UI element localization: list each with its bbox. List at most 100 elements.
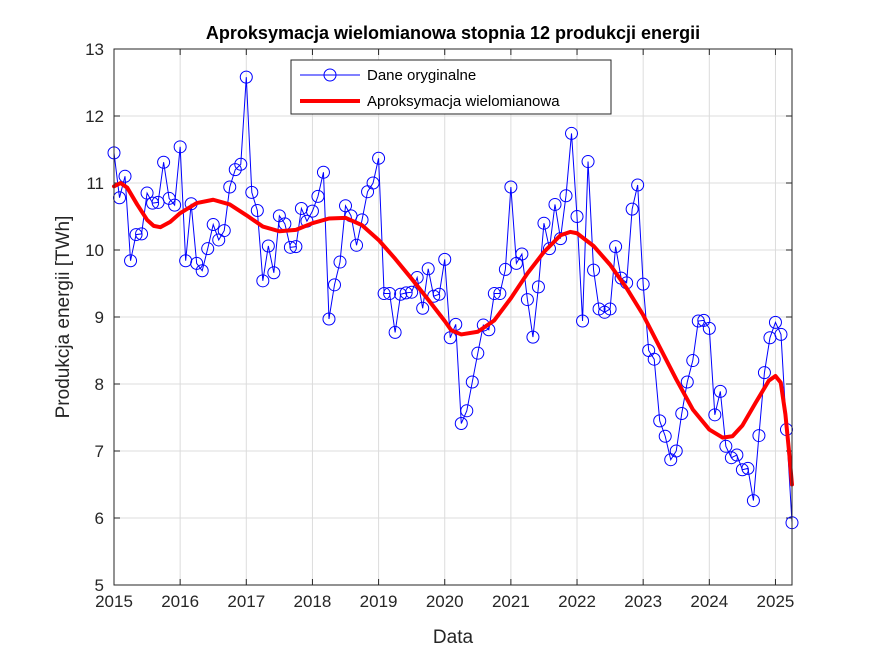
data-point xyxy=(377,287,391,301)
data-point xyxy=(487,287,501,301)
data-point xyxy=(625,202,639,216)
data-point xyxy=(168,198,182,212)
data-point xyxy=(636,277,650,291)
data-point xyxy=(261,239,275,253)
data-point xyxy=(741,461,755,475)
data-point xyxy=(372,151,386,165)
data-point xyxy=(691,314,705,328)
data-point xyxy=(631,178,645,192)
data-point xyxy=(653,414,667,428)
x-tick-label: 2023 xyxy=(624,592,662,611)
plot-frame xyxy=(113,48,793,586)
data-point xyxy=(438,252,452,266)
data-point xyxy=(493,287,507,301)
data-point xyxy=(719,439,733,453)
data-point xyxy=(239,70,253,84)
data-point xyxy=(454,417,468,431)
data-point xyxy=(289,240,303,254)
series-line-fit xyxy=(112,181,794,487)
data-point xyxy=(118,169,132,183)
y-tick-label: 10 xyxy=(85,241,104,260)
data-point xyxy=(135,227,149,241)
data-point xyxy=(267,266,281,280)
data-point xyxy=(173,140,187,154)
data-point xyxy=(570,210,584,223)
data-point xyxy=(327,278,341,292)
data-point xyxy=(201,242,215,256)
data-point xyxy=(471,346,485,360)
data-point xyxy=(350,238,364,252)
series xyxy=(107,70,799,530)
y-tick-label: 11 xyxy=(86,174,104,193)
x-tick-label: 2017 xyxy=(227,592,265,611)
data-point xyxy=(565,126,579,140)
data-point xyxy=(195,264,209,278)
chart-title: Aproksymacja wielomianowa stopnia 12 pro… xyxy=(206,23,700,43)
data-point xyxy=(322,312,336,326)
y-tick-label: 7 xyxy=(95,442,104,461)
data-point xyxy=(283,240,297,254)
x-tick-label: 2021 xyxy=(492,592,530,611)
y-tick-label: 6 xyxy=(95,509,104,528)
data-point xyxy=(405,285,419,299)
data-point xyxy=(542,242,556,256)
data-point xyxy=(680,375,694,389)
data-point xyxy=(531,280,545,294)
x-tick-label: 2020 xyxy=(426,592,464,611)
grid xyxy=(113,48,792,586)
data-point xyxy=(757,366,771,380)
data-point xyxy=(774,327,788,341)
data-point xyxy=(316,165,330,179)
data-point xyxy=(675,406,689,420)
data-point xyxy=(713,384,727,398)
data-point xyxy=(669,444,683,458)
data-point xyxy=(311,189,325,203)
y-tick-label: 13 xyxy=(85,40,104,59)
data-point xyxy=(157,155,171,169)
data-point xyxy=(515,247,529,261)
data-point xyxy=(305,204,319,218)
data-point xyxy=(526,330,540,344)
x-tick-label: 2024 xyxy=(690,592,728,611)
data-point xyxy=(339,199,353,213)
data-point xyxy=(245,185,259,199)
legend: Dane oryginalne Aproksymacja wielomianow… xyxy=(290,59,612,115)
y-tick-label: 12 xyxy=(85,107,104,126)
data-point xyxy=(498,262,512,276)
data-point xyxy=(129,228,143,242)
data-point xyxy=(206,218,220,232)
data-point xyxy=(460,404,474,418)
data-point xyxy=(421,262,435,276)
data-point xyxy=(603,302,617,316)
data-point xyxy=(708,408,722,422)
data-point xyxy=(333,255,347,269)
x-tick-label: 2025 xyxy=(757,592,795,611)
data-point xyxy=(746,494,760,508)
data-point xyxy=(399,286,413,300)
x-tick-label: 2016 xyxy=(161,592,199,611)
data-point xyxy=(124,254,138,268)
data-point xyxy=(559,189,573,203)
data-point xyxy=(576,314,590,328)
data-point xyxy=(658,429,672,443)
data-point xyxy=(730,448,744,462)
data-point xyxy=(686,354,700,368)
data-point xyxy=(537,216,551,230)
data-point xyxy=(520,293,534,307)
x-tick-label: 2019 xyxy=(360,592,398,611)
x-tick-label: 2022 xyxy=(558,592,596,611)
data-point xyxy=(234,157,248,171)
data-point xyxy=(223,180,237,194)
data-point xyxy=(735,463,749,477)
data-point xyxy=(647,352,661,366)
legend-label-original: Dane oryginalne xyxy=(367,67,476,84)
data-point xyxy=(768,315,782,329)
data-point xyxy=(504,180,518,194)
data-point xyxy=(702,321,716,335)
legend-box xyxy=(290,59,612,115)
series-line-original xyxy=(113,77,793,523)
y-tick-label: 8 xyxy=(95,375,104,394)
data-point xyxy=(146,196,160,210)
data-point xyxy=(432,287,446,301)
